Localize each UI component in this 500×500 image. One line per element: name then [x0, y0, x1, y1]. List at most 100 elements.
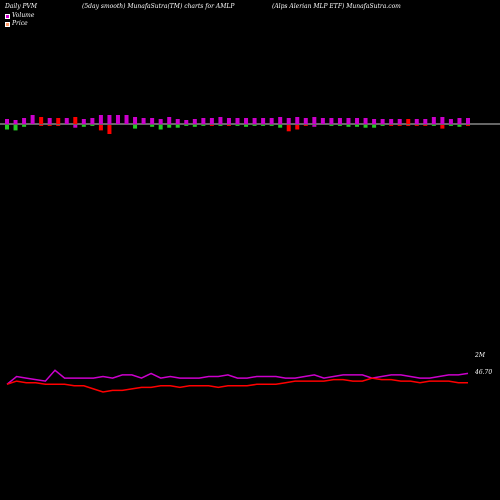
pvm-bar-up	[414, 119, 419, 124]
pvm-bar-down	[22, 125, 27, 127]
pvm-bar-down	[73, 125, 78, 128]
pvm-bar-up	[431, 117, 436, 124]
pvm-bar-down	[431, 125, 436, 126]
pvm-bar-down	[192, 125, 197, 127]
pvm-bar-down	[303, 125, 308, 126]
pvm-bar-up	[389, 119, 394, 124]
pvm-bar-up	[124, 115, 129, 124]
pvm-bar-up	[278, 117, 283, 124]
pvm-bar-up	[320, 118, 325, 124]
pvm-bar-up	[158, 119, 163, 124]
price-end-label: 46.70	[475, 369, 493, 376]
pvm-bar-up	[201, 118, 206, 124]
pvm-bar-down	[423, 125, 428, 126]
legend: Volume Price	[5, 12, 34, 28]
pvm-bar-down	[235, 125, 240, 126]
pvm-bar-down	[47, 125, 52, 126]
pvm-bar-up	[286, 118, 291, 124]
pvm-bar-up	[448, 119, 453, 124]
pvm-bar-down	[98, 125, 103, 131]
pvm-bar-up	[56, 118, 61, 124]
pvm-bar-down	[269, 125, 274, 126]
pvm-bar-up	[252, 118, 257, 124]
legend-swatch-price	[5, 21, 10, 27]
pvm-bar-down	[380, 125, 385, 126]
pvm-bar-down	[466, 125, 470, 126]
pvm-bar-up	[209, 118, 214, 124]
header-middle-title: (5day smooth) MunafaSutra(TM) charts for…	[82, 3, 235, 10]
pvm-bar-down	[218, 125, 223, 126]
pvm-bar-down	[355, 125, 360, 127]
pvm-bar-up	[312, 117, 317, 124]
pvm-bar-down	[406, 125, 411, 126]
legend-item-price: Price	[5, 20, 34, 28]
pvm-bar-down	[261, 125, 266, 126]
pvm-bar-up	[13, 120, 18, 124]
pvm-bar-down	[81, 125, 86, 127]
pvm-bar-down	[39, 125, 44, 126]
pvm-bar-up	[355, 118, 360, 124]
pvm-bar-up	[184, 120, 189, 124]
pvm-bar-down	[440, 125, 445, 129]
pvm-bar-up	[372, 119, 377, 124]
pvm-bar-up	[73, 117, 78, 124]
pvm-bars	[5, 115, 470, 134]
pvm-bar-up	[346, 118, 351, 124]
header-right-title: (Alps Alerian MLP ETF) MunafaSutra.com	[272, 3, 401, 10]
pvm-bar-down	[244, 125, 249, 127]
pvm-bar-up	[64, 118, 69, 124]
pvm-bar-down	[158, 125, 163, 130]
legend-item-volume: Volume	[5, 12, 34, 20]
legend-label-price: Price	[12, 20, 28, 27]
pvm-bar-up	[329, 118, 334, 124]
pvm-bar-up	[5, 119, 9, 124]
pvm-bar-down	[457, 125, 462, 127]
pvm-bar-down	[329, 125, 334, 126]
pvm-bar-up	[175, 119, 180, 124]
legend-label-volume: Volume	[12, 12, 35, 19]
pvm-bar-up	[167, 117, 172, 124]
pvm-bar-down	[252, 125, 257, 126]
price-line	[6, 377, 468, 393]
pvm-bar-up	[303, 118, 308, 124]
pvm-bar-up	[363, 118, 368, 124]
pvm-bar-up	[466, 118, 470, 124]
pvm-bar-down	[226, 125, 231, 126]
pvm-bar-up	[406, 119, 411, 124]
pvm-bar-up	[141, 118, 146, 124]
volume-line	[6, 369, 469, 385]
pvm-bar-down	[389, 125, 394, 126]
pvm-bar-up	[244, 118, 249, 124]
pvm-bar-up	[98, 115, 103, 124]
pvm-bar-down	[448, 125, 453, 126]
header-left-title: Daily PVM	[5, 3, 38, 10]
pvm-bar-down	[363, 125, 368, 128]
pvm-bar-up	[192, 119, 197, 124]
pvm-bar-down	[133, 125, 138, 129]
pvm-bar-down	[397, 125, 402, 126]
pvm-bar-down	[107, 125, 112, 134]
pvm-bar-up	[115, 115, 120, 124]
pvm-bar-up	[150, 118, 155, 124]
pvm-bar-up	[440, 117, 445, 124]
pvm-bar-up	[30, 115, 35, 124]
pvm-bar-up	[457, 118, 462, 124]
pvm-bar-up	[337, 118, 342, 124]
pvm-bar-up	[261, 118, 266, 124]
pvm-bar-up	[226, 118, 231, 124]
pvm-bar-down	[175, 125, 180, 128]
pvm-bar-down	[56, 125, 61, 126]
pvm-bar-up	[269, 118, 274, 124]
pvm-bar-up	[81, 119, 86, 124]
pvm-bar-down	[90, 125, 95, 126]
pvm-bar-down	[278, 125, 283, 128]
pvm-bar-up	[235, 118, 240, 124]
pvm-bar-down	[312, 125, 317, 127]
legend-swatch-volume	[5, 13, 10, 19]
pvm-bar-down	[286, 125, 291, 132]
pvm-bar-up	[133, 117, 138, 124]
pvm-bar-up	[397, 119, 402, 124]
pvm-bar-down	[414, 125, 419, 126]
